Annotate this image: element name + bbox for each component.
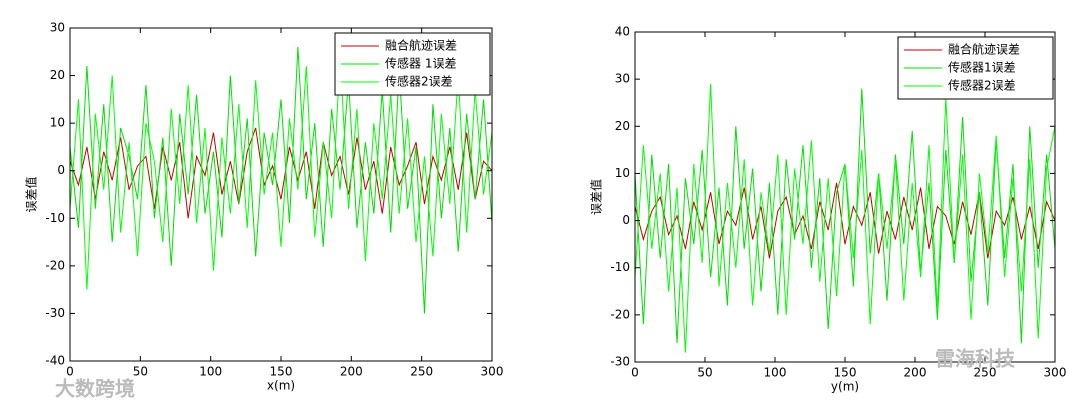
series-line — [70, 56, 492, 290]
plot — [635, 83, 1055, 353]
x-axis-label: y(m) — [831, 380, 859, 394]
y-tick-label: 40 — [615, 25, 630, 39]
plot — [70, 47, 492, 314]
y-tick-label: 20 — [615, 119, 630, 133]
legend-label: 传感器1误差 — [948, 60, 1016, 75]
y-tick-label: -30 — [45, 306, 65, 320]
series-line — [635, 182, 1055, 259]
legend-label: 融合航迹误差 — [385, 38, 457, 53]
x-tick-label: 200 — [340, 365, 363, 379]
x-tick-label: 250 — [974, 366, 997, 380]
y-tick-label: -10 — [45, 211, 65, 225]
y-tick-label: 20 — [50, 68, 65, 82]
x-tick-label: 0 — [631, 366, 639, 380]
y-tick-label: -10 — [610, 260, 630, 274]
watermark: 大数跨境 — [55, 377, 135, 401]
x-tick-label: 100 — [199, 365, 222, 379]
y-tick-label: -40 — [45, 354, 65, 368]
x-tick-label: 100 — [764, 366, 787, 380]
y-axis-label: 误差值 — [589, 179, 604, 215]
series-line — [70, 47, 492, 314]
y-tick-label: 30 — [615, 72, 630, 86]
x-tick-label: 150 — [834, 366, 857, 380]
y-tick-label: 10 — [615, 166, 630, 180]
y-tick-label: -20 — [45, 258, 65, 272]
x-tick-label: 300 — [1044, 366, 1067, 380]
x-tick-label: 150 — [270, 365, 293, 379]
watermark: 雷海科技 — [935, 347, 1016, 371]
y-tick-label: -30 — [610, 355, 630, 369]
y-tick-label: 10 — [50, 116, 65, 130]
x-axis-label: x(m) — [267, 379, 295, 393]
x-tick-label: 50 — [697, 366, 712, 380]
x-tick-label: 200 — [904, 366, 927, 380]
y-tick-label: 30 — [50, 21, 65, 35]
legend-label: 融合航迹误差 — [948, 42, 1020, 57]
x-tick-label: 0 — [66, 365, 74, 379]
legend-label: 传感器2误差 — [385, 74, 453, 89]
y-tick-label: -20 — [610, 307, 630, 321]
series-line — [635, 83, 1055, 353]
legend-label: 传感器2误差 — [948, 78, 1016, 93]
x-tick-label: 300 — [481, 365, 504, 379]
legend-label: 传感器 1误差 — [385, 56, 456, 71]
y-axis-label: 误差值 — [24, 176, 39, 212]
y-tick-label: 0 — [622, 213, 630, 227]
x-tick-label: 250 — [410, 365, 433, 379]
x-tick-label: 50 — [133, 365, 148, 379]
chart: -30 -20 -10 0 10 20 30 40 0 50 100 150 200 250 300 y(m)… — [589, 25, 1067, 394]
y-tick-label: 0 — [57, 163, 65, 177]
